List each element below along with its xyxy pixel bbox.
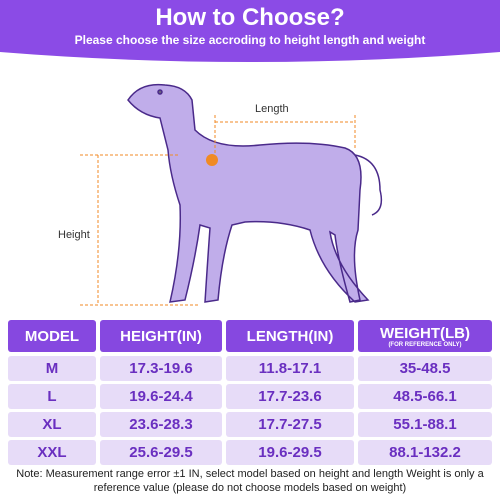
measure-lines bbox=[80, 115, 356, 306]
header-text: MODEL bbox=[24, 327, 80, 345]
table-cell: 11.8-17.1 bbox=[226, 356, 354, 381]
table-cell: 17.7-23.6 bbox=[226, 384, 354, 409]
table-cell: M bbox=[8, 356, 96, 381]
table-cell: 19.6-24.4 bbox=[100, 384, 222, 409]
subtitle: Please choose the size accroding to heig… bbox=[74, 33, 426, 47]
dog-illustration bbox=[127, 83, 383, 303]
note: Note: Measurement range error ±1 IN, sel… bbox=[16, 468, 484, 494]
header-text: WEIGHT(LB) bbox=[380, 324, 470, 342]
table-cell: 17.7-27.5 bbox=[226, 412, 354, 437]
length-label: Length bbox=[255, 103, 289, 115]
title: How to Choose? bbox=[155, 4, 345, 31]
table-cell: 55.1-88.1 bbox=[358, 412, 492, 437]
header-text: LENGTH(IN) bbox=[246, 327, 334, 345]
header-text: HEIGHT(IN) bbox=[120, 327, 202, 345]
table-cell: XL bbox=[8, 412, 96, 437]
header-cell: LENGTH(IN) bbox=[226, 320, 354, 352]
height-label: Height bbox=[58, 229, 90, 241]
table-cell: 23.6-28.3 bbox=[100, 412, 222, 437]
table-cell: XXL bbox=[8, 440, 96, 465]
table-cell: 17.3-19.6 bbox=[100, 356, 222, 381]
weight-note: (FOR REFERENCE ONLY) bbox=[388, 341, 462, 348]
table-cell: L bbox=[8, 384, 96, 409]
header-cell: MODEL bbox=[8, 320, 96, 352]
header-cell: WEIGHT(LB) (FOR REFERENCE ONLY) bbox=[358, 320, 492, 352]
table-cell: 88.1-132.2 bbox=[358, 440, 492, 465]
header-band bbox=[0, 0, 500, 62]
table-cell: 19.6-29.5 bbox=[226, 440, 354, 465]
chest-marker bbox=[206, 154, 218, 166]
table-cell: 35-48.5 bbox=[358, 356, 492, 381]
header-cell: HEIGHT(IN) bbox=[100, 320, 222, 352]
table-cell: 25.6-29.5 bbox=[100, 440, 222, 465]
table-cell: 48.5-66.1 bbox=[358, 384, 492, 409]
